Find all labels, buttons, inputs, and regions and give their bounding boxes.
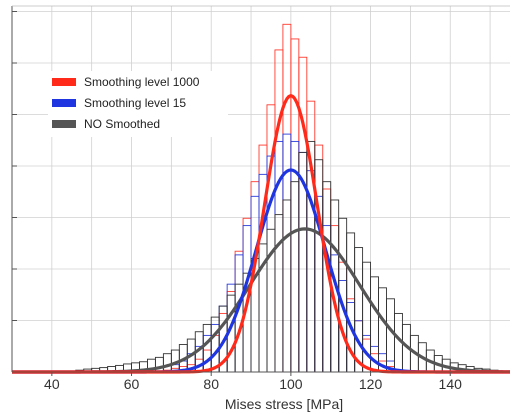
histogram-bar <box>282 23 292 373</box>
legend-entry: Smoothing level 1000 <box>84 75 200 89</box>
x-tick-label: 40 <box>44 376 60 392</box>
series-line <box>12 168 510 374</box>
series-line <box>12 227 511 374</box>
x-tick-label: 120 <box>359 376 383 392</box>
histogram-bar <box>162 353 172 373</box>
grid <box>12 6 510 372</box>
histogram-bar <box>298 56 308 373</box>
histogram-bar <box>346 302 356 373</box>
legend-entry: Smoothing level 15 <box>84 96 186 110</box>
histogram-bar <box>290 181 300 373</box>
histogram-bar <box>282 199 292 373</box>
histogram-bar <box>314 144 324 373</box>
legend-swatch <box>52 78 76 86</box>
histogram-bar <box>274 214 284 373</box>
histogram-bar <box>378 287 387 373</box>
fitted-curves <box>12 94 511 374</box>
legend: Smoothing level 1000 Smoothing level 15 NO… <box>48 71 228 137</box>
x-tick-label: 140 <box>439 376 463 392</box>
histogram-bar <box>290 38 300 373</box>
histogram-bar <box>354 247 364 373</box>
x-tick-label: 60 <box>124 376 140 392</box>
x-tick-label: 80 <box>203 376 219 392</box>
axes <box>11 5 510 373</box>
series-line <box>12 94 510 374</box>
x-axis-label: Mises stress [MPa] <box>225 396 343 412</box>
x-tick-labels: 40 60 80 100 120 140 <box>44 372 462 392</box>
histogram-bar <box>210 316 220 373</box>
legend-entry: NO Smoothed <box>84 117 160 131</box>
histogram-bar <box>274 49 284 373</box>
legend-swatch <box>52 120 76 128</box>
legend-swatch <box>52 99 76 107</box>
x-tick-label: 100 <box>279 376 303 392</box>
legend-background <box>48 71 228 137</box>
